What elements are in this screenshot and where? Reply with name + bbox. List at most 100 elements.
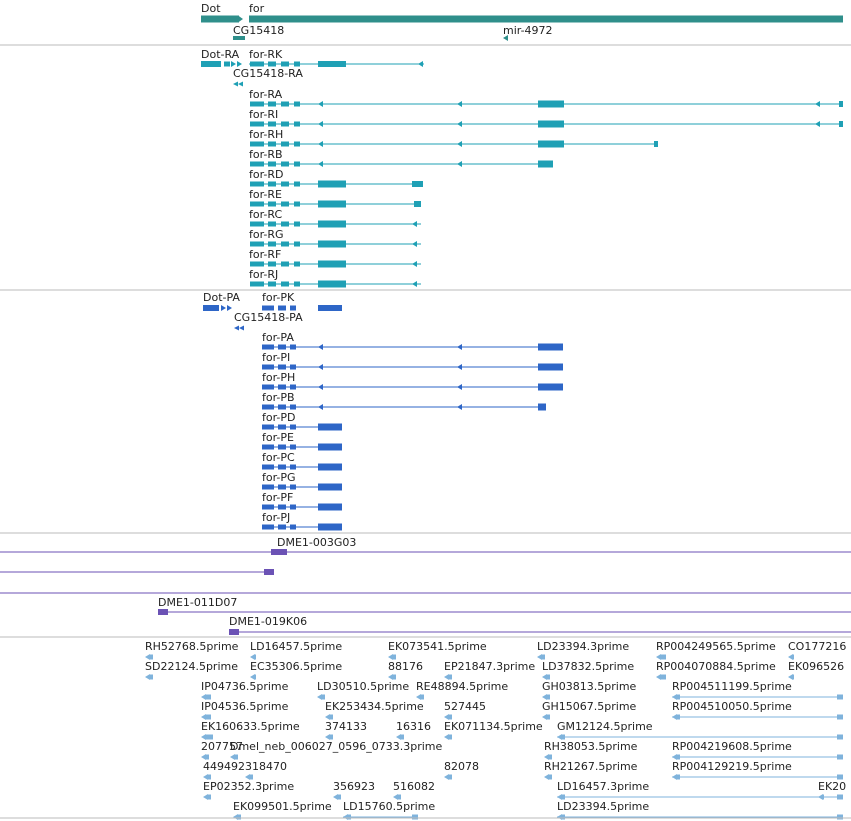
est-feature[interactable]: [449, 714, 452, 720]
protein-cds[interactable]: [262, 384, 274, 390]
est-label-rp004510050-5prime[interactable]: RP004510050.5prime: [672, 700, 792, 713]
protein-label-for-pf[interactable]: for-PF: [262, 491, 293, 504]
transcript-exon[interactable]: [250, 121, 264, 127]
transcript-exon[interactable]: [250, 101, 264, 107]
est-feature[interactable]: [562, 794, 565, 800]
est-feature[interactable]: [547, 714, 550, 720]
protein-cds[interactable]: [290, 504, 296, 510]
protein-label-for-pa[interactable]: for-PA: [262, 331, 294, 344]
est-feature[interactable]: [330, 714, 333, 720]
protein-cds[interactable]: [262, 524, 274, 530]
transcript-exon[interactable]: [294, 101, 300, 107]
transcript-exon[interactable]: [318, 200, 346, 208]
transcript-label-for-rf[interactable]: for-RF: [249, 248, 281, 261]
est-label-ek253434-5prime[interactable]: EK253434.5prime: [325, 700, 424, 713]
est-feature[interactable]: [837, 794, 843, 800]
transcript-exon[interactable]: [294, 281, 300, 287]
protein-cds[interactable]: [278, 344, 286, 350]
clone-dme1-011d07-end[interactable]: [158, 609, 168, 615]
protein-cds[interactable]: [262, 444, 274, 450]
protein-cds[interactable]: [290, 344, 296, 350]
transcript-exon[interactable]: [268, 161, 276, 167]
transcript-exon[interactable]: [250, 141, 264, 147]
transcript-exon[interactable]: [250, 241, 264, 247]
est-feature[interactable]: [330, 734, 333, 740]
gene-cg15418-feature[interactable]: [233, 36, 245, 40]
clone-label-dme1-011d07[interactable]: DME1-011D07: [158, 596, 237, 609]
transcript-exon[interactable]: [281, 201, 289, 207]
est-label-ep02352-3prime[interactable]: EP02352.3prime: [203, 780, 294, 793]
transcript-label-for-rc[interactable]: for-RC: [249, 208, 282, 221]
est-label-318470[interactable]: 318470: [245, 760, 287, 773]
transcript-exon[interactable]: [281, 101, 289, 107]
est-label-374133[interactable]: 374133: [325, 720, 367, 733]
est-feature[interactable]: [393, 674, 396, 680]
est-label-dmel-neb-006027-0596-0733-3prime[interactable]: Dmel_neb_006027_0596_0733.3prime: [230, 740, 442, 753]
transcript-exon[interactable]: [538, 160, 553, 168]
gene-label-cg15418[interactable]: CG15418: [233, 24, 284, 37]
transcript-exon[interactable]: [538, 100, 564, 108]
protein-label-for-pc[interactable]: for-PC: [262, 451, 295, 464]
est-feature[interactable]: [449, 774, 452, 780]
protein-cds[interactable]: [278, 424, 286, 430]
est-label-ek096526[interactable]: EK096526: [788, 660, 844, 673]
transcript-exon[interactable]: [268, 281, 276, 287]
transcript-dot-ra-exon[interactable]: [224, 61, 230, 67]
est-label-ld30510-5prime[interactable]: LD30510.5prime: [317, 680, 409, 693]
est-label-rp004129219-5prime[interactable]: RP004129219.5prime: [672, 760, 792, 773]
protein-label-for-pg[interactable]: for-PG: [262, 471, 296, 484]
transcript-exon[interactable]: [318, 260, 346, 268]
transcript-exon[interactable]: [294, 181, 300, 187]
est-label-ek071134-5prime[interactable]: EK071134.5prime: [444, 720, 543, 733]
est-label-rh38053-5prime[interactable]: RH38053.5prime: [544, 740, 638, 753]
est-feature[interactable]: [449, 734, 452, 740]
est-feature[interactable]: [837, 714, 843, 720]
protein-cds[interactable]: [290, 404, 296, 410]
est-feature[interactable]: [677, 754, 680, 760]
est-feature[interactable]: [677, 694, 680, 700]
transcript-exon[interactable]: [294, 261, 300, 267]
transcript-exon[interactable]: [294, 221, 300, 227]
transcript-exon[interactable]: [268, 201, 276, 207]
protein-dot-pa-cds[interactable]: [203, 305, 219, 311]
protein-cds[interactable]: [538, 403, 546, 411]
est-feature[interactable]: [661, 654, 666, 660]
est-feature[interactable]: [206, 754, 209, 760]
clone-dme1-019k06-end[interactable]: [229, 629, 239, 635]
protein-cds[interactable]: [318, 503, 342, 511]
transcript-for-rk-exon[interactable]: [250, 61, 264, 67]
transcript-exon[interactable]: [294, 241, 300, 247]
transcript-for-rk-exon[interactable]: [281, 61, 289, 67]
est-label-rh21267-5prime[interactable]: RH21267.5prime: [544, 760, 638, 773]
est-label-rh52768-5prime[interactable]: RH52768.5prime: [145, 640, 239, 653]
est-label-gh15067-5prime[interactable]: GH15067.5prime: [542, 700, 637, 713]
transcript-label-for-rh[interactable]: for-RH: [249, 128, 283, 141]
transcript-label-for-ra[interactable]: for-RA: [249, 88, 283, 101]
protein-cds[interactable]: [278, 504, 286, 510]
protein-cds[interactable]: [290, 524, 296, 530]
protein-cds[interactable]: [318, 423, 342, 431]
transcript-exon[interactable]: [268, 221, 276, 227]
est-feature[interactable]: [837, 734, 843, 740]
protein-label-for-pb[interactable]: for-PB: [262, 391, 295, 404]
est-feature[interactable]: [412, 814, 418, 820]
est-label-ld37832-5prime[interactable]: LD37832.5prime: [542, 660, 634, 673]
est-feature[interactable]: [150, 654, 153, 660]
transcript-exon[interactable]: [294, 121, 300, 127]
gene-label-mir4972[interactable]: mir-4972: [503, 24, 553, 37]
transcript-exon[interactable]: [654, 141, 658, 147]
protein-cds[interactable]: [318, 443, 342, 451]
protein-label-for-ph[interactable]: for-PH: [262, 371, 295, 384]
transcript-exon[interactable]: [294, 201, 300, 207]
est-label-82078[interactable]: 82078: [444, 760, 479, 773]
est-feature[interactable]: [206, 694, 211, 700]
est-label-ld15760-5prime[interactable]: LD15760.5prime: [343, 800, 435, 813]
est-feature[interactable]: [401, 734, 404, 740]
protein-cds[interactable]: [318, 483, 342, 491]
protein-for-pk-cds[interactable]: [290, 305, 296, 311]
est-feature[interactable]: [208, 794, 211, 800]
est-label-gm12124-5prime[interactable]: GM12124.5prime: [557, 720, 653, 733]
protein-cds[interactable]: [290, 424, 296, 430]
clone-dme1-003g03-end[interactable]: [271, 549, 287, 555]
transcript-exon[interactable]: [281, 181, 289, 187]
